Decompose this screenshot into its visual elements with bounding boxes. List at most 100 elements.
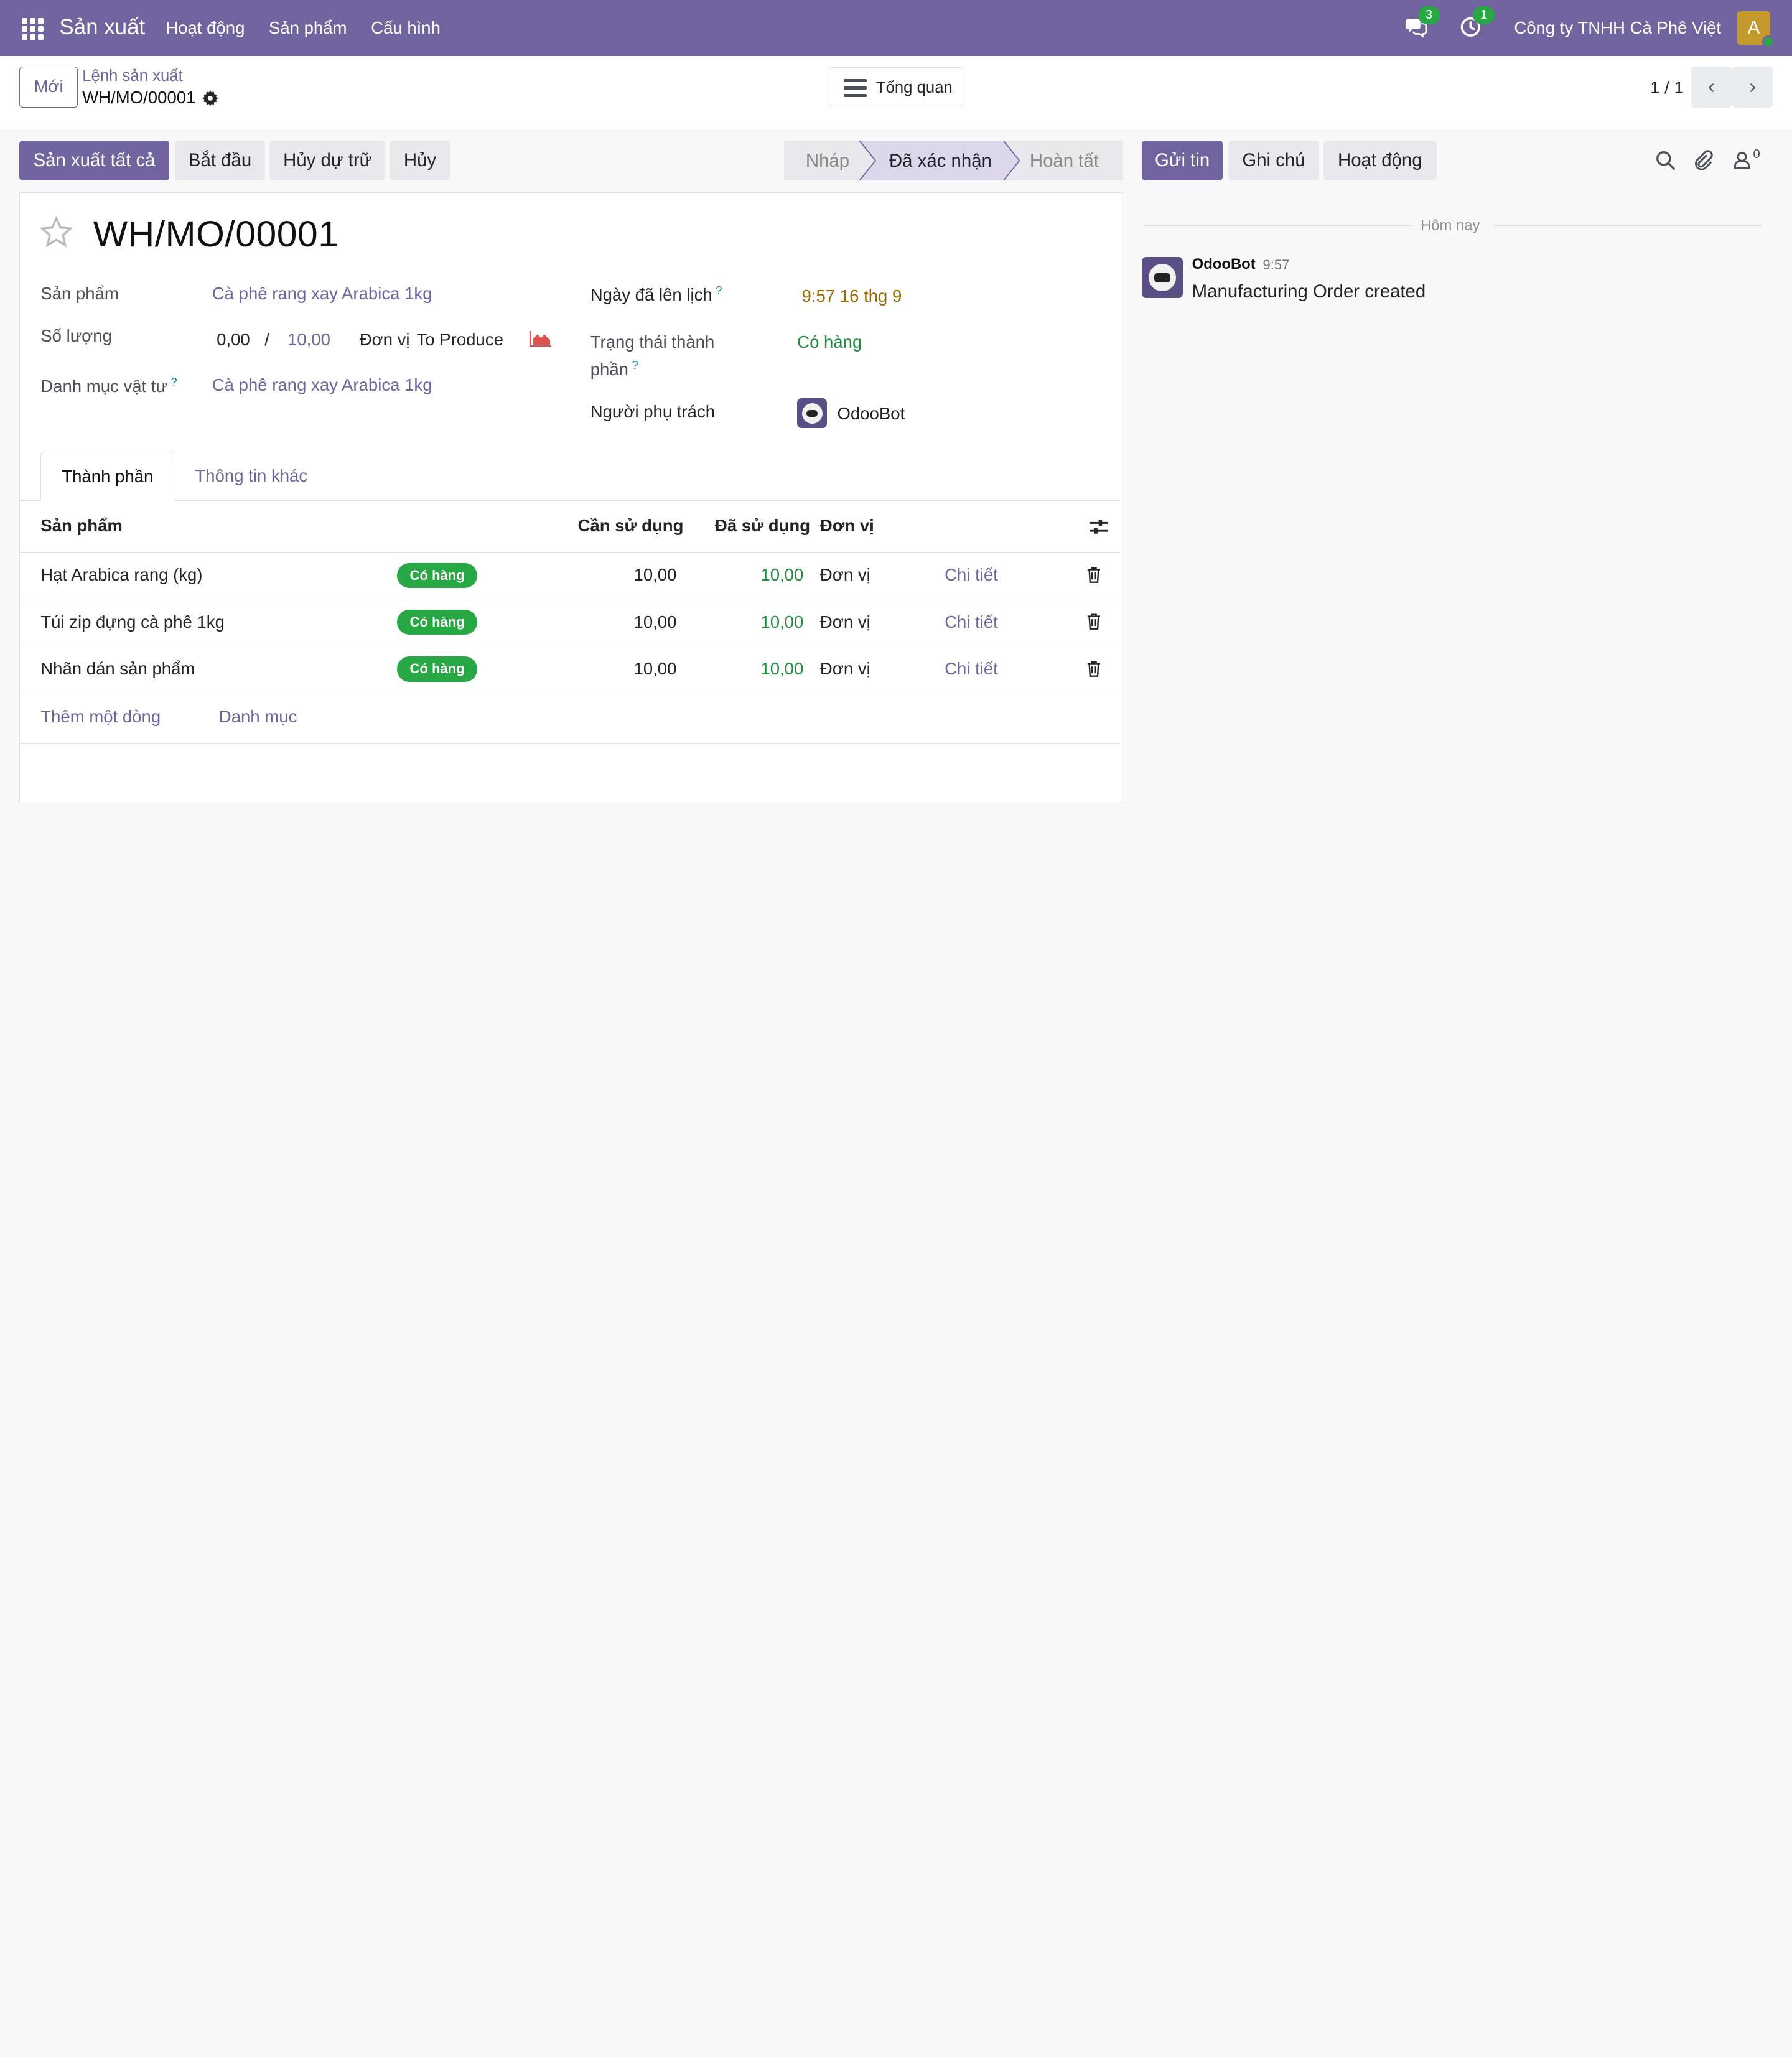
breadcrumb-parent[interactable]: Lệnh sản xuất <box>82 67 183 85</box>
followers-count: 0 <box>1753 147 1760 161</box>
menu-configuration[interactable]: Cấu hình <box>371 18 441 38</box>
row-details-button[interactable]: Chi tiết <box>945 612 998 632</box>
main-menu: Hoạt động Sản phẩm Cấu hình <box>166 18 441 38</box>
breadcrumb-current: WH/MO/00001 <box>82 88 219 108</box>
column-settings-icon[interactable] <box>1090 518 1108 536</box>
pager-next-button[interactable]: › <box>1732 66 1773 108</box>
messaging-menu[interactable]: 3 <box>1404 6 1440 40</box>
activity-menu[interactable]: 1 <box>1459 6 1495 40</box>
start-button[interactable]: Bắt đầu <box>175 140 266 181</box>
responsible-label: Người phụ trách <box>590 401 716 421</box>
company-switcher[interactable]: Công ty TNHH Cà Phê Việt <box>1514 17 1722 37</box>
message-time: 9:57 <box>1262 257 1290 273</box>
col-to-consume[interactable]: Cần sử dụng <box>577 516 684 536</box>
row-product[interactable]: Túi zip đựng cà phê 1kg <box>40 612 225 632</box>
online-status-icon <box>1762 35 1775 49</box>
row-details-button[interactable]: Chi tiết <box>945 658 998 678</box>
overview-button[interactable]: Tổng quan <box>828 67 964 109</box>
date-divider-right <box>1493 225 1763 226</box>
row-uom[interactable]: Đơn vị <box>819 612 870 632</box>
stage-done[interactable] <box>1003 140 1124 181</box>
tab-miscellaneous[interactable]: Thông tin khác <box>195 466 308 486</box>
tabs-divider <box>20 500 1121 501</box>
table-row[interactable]: Hạt Arabica rang (kg) Có hàng 10,00 10,0… <box>20 553 1121 600</box>
message-author[interactable]: OdooBot <box>1192 256 1256 273</box>
scheduled-date-field[interactable]: 9:57 16 thg 9 <box>801 286 902 306</box>
row-details-button[interactable]: Chi tiết <box>945 565 998 585</box>
gear-icon[interactable] <box>202 90 219 106</box>
row-consumed[interactable]: 10,00 <box>760 658 804 678</box>
systray: 3 1 Công ty TNHH Cà Phê Việt A <box>1404 0 1792 56</box>
row-consumed[interactable]: 10,00 <box>760 565 804 585</box>
trash-icon[interactable] <box>1086 566 1101 584</box>
add-section-link[interactable]: Danh mục <box>218 707 297 727</box>
help-icon[interactable]: ? <box>632 358 638 371</box>
pager-value[interactable]: 1 / 1 <box>1650 77 1684 97</box>
bom-field[interactable]: Cà phê rang xay Arabica 1kg <box>212 375 432 395</box>
row-uom[interactable]: Đơn vị <box>819 658 870 678</box>
activities-button[interactable]: Hoạt động <box>1323 140 1437 181</box>
responsible-avatar <box>797 398 827 428</box>
col-product[interactable]: Sản phẩm <box>40 516 123 536</box>
apps-menu-icon[interactable] <box>21 18 44 40</box>
user-avatar[interactable]: A <box>1737 11 1775 49</box>
quantity-label: Số lượng <box>40 326 112 346</box>
chevron-left-icon: ‹ <box>1707 75 1715 98</box>
product-field[interactable]: Cà phê rang xay Arabica 1kg <box>212 284 432 304</box>
produce-all-button[interactable]: Sản xuất tất cả <box>19 140 169 181</box>
trash-icon[interactable] <box>1086 660 1101 678</box>
message-author-avatar[interactable] <box>1141 257 1183 299</box>
row-uom[interactable]: Đơn vị <box>819 565 870 585</box>
stage-done-label: Hoàn tất <box>1029 151 1099 172</box>
send-message-button[interactable]: Gửi tin <box>1141 140 1223 181</box>
add-line-link[interactable]: Thêm một dòng <box>40 707 161 727</box>
tab-components[interactable]: Thành phần <box>40 452 175 501</box>
responsible-field[interactable]: OdooBot <box>837 404 905 424</box>
paperclip-icon[interactable] <box>1692 149 1713 170</box>
product-label: Sản phẩm <box>40 284 119 304</box>
table-header: Sản phẩm Cần sử dụng Đã sử dụng Đơn vị <box>20 501 1121 553</box>
cancel-button[interactable]: Hủy <box>390 140 450 181</box>
unreserve-button[interactable]: Hủy dự trữ <box>269 140 385 181</box>
app-name[interactable]: Sản xuất <box>59 14 146 39</box>
scheduled-date-label: Ngày đã lên lịch? <box>590 284 722 305</box>
list-icon <box>844 78 867 98</box>
stage-confirmed[interactable] <box>859 140 1020 181</box>
log-note-button[interactable]: Ghi chú <box>1228 140 1319 181</box>
menu-operations[interactable]: Hoạt động <box>166 18 245 38</box>
bom-label: Danh mục vật tư? <box>40 375 177 396</box>
breadcrumb-current-label: WH/MO/00001 <box>82 88 196 108</box>
followers-icon[interactable] <box>1732 150 1752 170</box>
component-status-label-line1: Trạng thái thành <box>590 332 715 352</box>
form-sheet: WH/MO/00001 Sản phẩm Cà phê rang xay Ara… <box>19 192 1122 804</box>
menu-products[interactable]: Sản phẩm <box>269 18 347 38</box>
row-product[interactable]: Nhãn dán sản phẩm <box>40 658 195 678</box>
col-uom[interactable]: Đơn vị <box>819 516 874 536</box>
help-icon[interactable]: ? <box>170 375 177 389</box>
quantity-uom[interactable]: Đơn vị <box>359 329 410 349</box>
table-row[interactable]: Túi zip đựng cà phê 1kg Có hàng 10,00 10… <box>20 599 1121 646</box>
row-product[interactable]: Hạt Arabica rang (kg) <box>40 565 203 585</box>
row-consumed[interactable]: 10,00 <box>760 612 804 632</box>
help-icon[interactable]: ? <box>716 284 722 297</box>
col-consumed[interactable]: Đã sử dụng <box>714 516 811 536</box>
notebook-tabs: Thành phần Thông tin khác <box>40 452 328 501</box>
star-icon[interactable] <box>39 215 73 250</box>
record-title[interactable]: WH/MO/00001 <box>93 213 339 254</box>
table-row[interactable]: Nhãn dán sản phẩm Có hàng 10,00 10,00 Đơ… <box>20 646 1121 694</box>
row-to-consume[interactable]: 10,00 <box>633 658 677 678</box>
stage-confirmed-label: Đã xác nhận <box>889 151 992 172</box>
quantity-separator: / <box>264 329 269 349</box>
quantity-produced-field[interactable]: 0,00 <box>217 329 250 349</box>
activities-badge: 1 <box>1473 6 1495 25</box>
message-body: Manufacturing Order created <box>1192 281 1426 302</box>
row-to-consume[interactable]: 10,00 <box>633 565 677 585</box>
trash-icon[interactable] <box>1086 613 1101 630</box>
forecast-chart-icon[interactable] <box>530 330 552 347</box>
quantity-target-field[interactable]: 10,00 <box>287 329 330 349</box>
search-icon[interactable] <box>1655 150 1676 170</box>
row-to-consume[interactable]: 10,00 <box>633 612 677 632</box>
stage-draft[interactable] <box>783 140 875 181</box>
pager-previous-button[interactable]: ‹ <box>1691 66 1732 108</box>
new-button[interactable]: Mới <box>19 66 78 108</box>
